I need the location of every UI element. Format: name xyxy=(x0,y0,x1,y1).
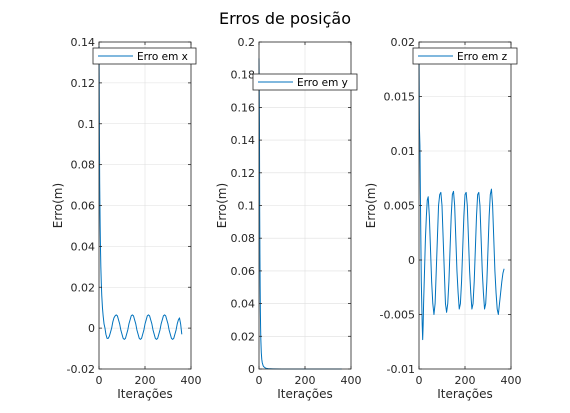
subplot-2: 0 0.02 0.04 0.06 0.08 0.1 0.12 0.14 0.16 0.18 0.2 0… xyxy=(215,36,362,401)
legend-label: Erro em y xyxy=(297,77,348,89)
x-tick-label: 200 xyxy=(295,374,316,387)
y-tick-label: -0.02 xyxy=(67,363,95,376)
y-tick-label: 0.14 xyxy=(231,134,256,147)
y-tick-label: 0.1 xyxy=(238,200,256,213)
series-line-1 xyxy=(418,52,505,341)
y-tick-label: 0 xyxy=(408,254,415,267)
x-tick-label: 0 xyxy=(416,374,423,387)
y-tick-label: -0.005 xyxy=(380,309,415,322)
y-tick-label: 0.14 xyxy=(71,36,96,49)
x-axis-label: Iterações xyxy=(117,387,173,401)
x-tick-label: 0 xyxy=(256,374,263,387)
y-tick-label: 0.02 xyxy=(71,281,96,294)
y-tick-label: 0.1 xyxy=(78,118,96,131)
y-tick-label: 0.02 xyxy=(231,330,256,343)
y-tick-label: 0.06 xyxy=(231,265,256,278)
y-tick-label: 0.18 xyxy=(231,69,256,82)
y-tick-label: 0 xyxy=(248,363,255,376)
y-tick-label: 0 xyxy=(88,322,95,335)
legend-box xyxy=(412,47,518,65)
x-tick-label: 200 xyxy=(455,374,476,387)
legend: Erro em z xyxy=(412,47,518,65)
y-tick-label: 0.08 xyxy=(231,232,256,245)
y-tick-label: 0.12 xyxy=(71,77,96,90)
legend-label: Erro em z xyxy=(457,51,508,63)
legend: Erro em x xyxy=(92,47,197,65)
y-axis-label: Erro(m) xyxy=(364,183,378,228)
y-tick-label: 0.16 xyxy=(231,101,256,114)
y-tick-label: 0.04 xyxy=(71,240,96,253)
x-axis-label: Iterações xyxy=(437,387,493,401)
y-tick-label: 0.01 xyxy=(391,145,416,158)
y-tick-label: 0.04 xyxy=(231,298,256,311)
x-tick-label: 400 xyxy=(181,374,202,387)
y-axis-label: Erro(m) xyxy=(215,183,229,228)
y-axis-label: Erro(m) xyxy=(51,183,65,228)
y-tick-label: 0.06 xyxy=(71,200,96,213)
legend-box xyxy=(92,47,197,65)
y-tick-label: -0.01 xyxy=(387,363,415,376)
y-tick-label: 0.02 xyxy=(391,36,416,49)
x-tick-label: 0 xyxy=(96,374,103,387)
legend: Erro em y xyxy=(252,73,358,91)
x-tick-label: 400 xyxy=(501,374,522,387)
y-tick-label: 0.005 xyxy=(384,200,416,213)
figure-title: Erros de posição xyxy=(219,9,351,28)
y-tick-label: 0.08 xyxy=(71,159,96,172)
x-tick-label: 200 xyxy=(135,374,156,387)
subplot-3: -0.01 -0.005 0 0.005 0.01 0.015 0.02 0 200 400 Ite… xyxy=(364,36,522,401)
legend-box xyxy=(252,73,358,91)
legend-label: Erro em x xyxy=(137,51,188,63)
x-tick-label: 400 xyxy=(341,374,362,387)
y-tick-label: 0.2 xyxy=(238,36,256,49)
series-line-1 xyxy=(98,46,183,340)
y-tick-label: 0.12 xyxy=(231,167,256,180)
y-tick-label: 0.015 xyxy=(384,91,416,104)
x-axis-label: Iterações xyxy=(277,387,333,401)
